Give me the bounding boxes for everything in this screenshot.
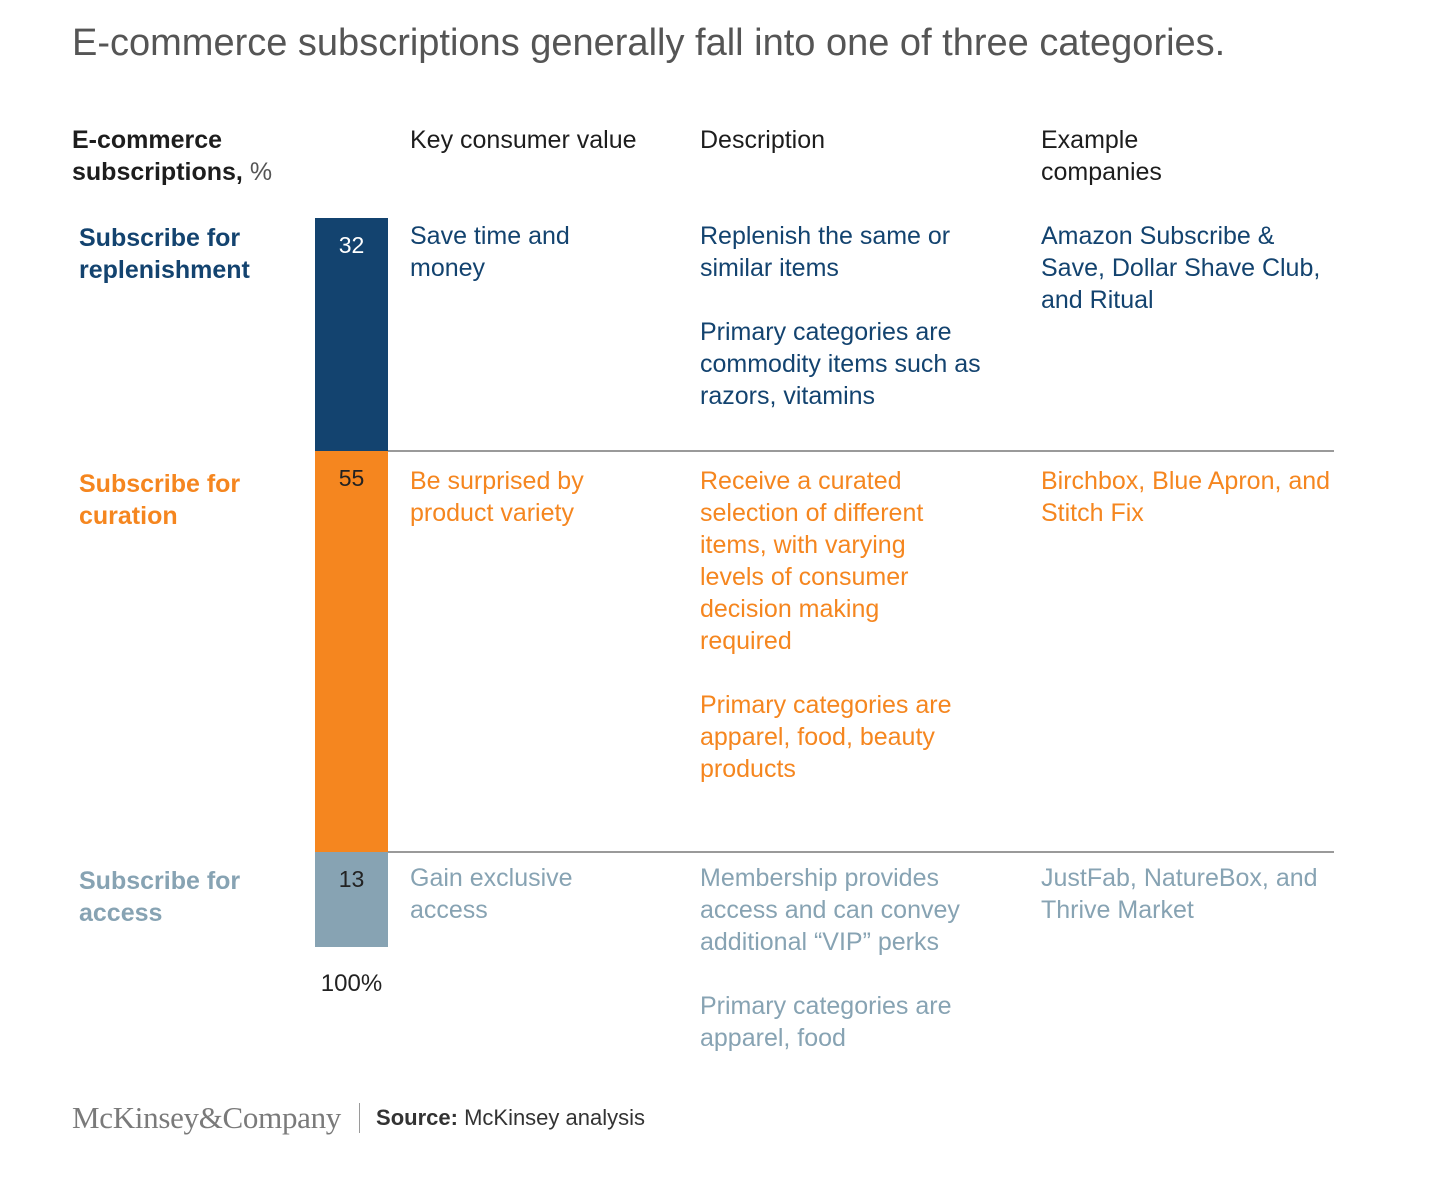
category-replenishment: Subscribe for replenishment: [79, 224, 250, 284]
category-access: Subscribe for access: [79, 867, 241, 927]
key-value-curation: Be surprised by product variety: [410, 467, 584, 527]
description-text: Primary categories are commodity items s…: [700, 318, 981, 410]
key-value-replenishment: Save time and money: [410, 222, 570, 282]
footer: McKinsey&Company Source: McKinsey analys…: [72, 1100, 645, 1136]
description-text: Primary categories are apparel, food: [700, 992, 952, 1052]
header-subscriptions: E-commerce subscriptions, %: [72, 124, 312, 188]
description-text: Membership provides access and can conve…: [700, 864, 960, 956]
description-text: Receive a curated selection of different…: [700, 467, 924, 655]
bar-segment-curation: [315, 451, 388, 853]
examples-access: JustFab, NatureBox, and Thrive Market: [1041, 864, 1318, 924]
bar-value-curation: 55: [338, 465, 365, 492]
header-examples: Example companies: [1041, 126, 1162, 186]
source-note: Source: McKinsey analysis: [376, 1105, 645, 1131]
row-divider: [388, 851, 1334, 854]
key-value-access: Gain exclusive access: [410, 864, 573, 924]
category-curation: Subscribe for curation: [79, 470, 241, 530]
description-access: Membership provides access and can conve…: [700, 862, 1000, 1054]
mckinsey-logo: McKinsey&Company: [72, 1100, 342, 1135]
description-text: Primary categories are apparel, food, be…: [700, 691, 952, 783]
header-description: Description: [700, 126, 826, 154]
chart-title: E-commerce subscriptions generally fall …: [72, 22, 1226, 64]
source-text: McKinsey analysis: [464, 1105, 646, 1130]
bar-segment-replenishment: [315, 218, 388, 452]
row-divider: [388, 450, 1334, 453]
header-key-value: Key consumer value: [410, 126, 637, 154]
header-unit: %: [249, 158, 273, 186]
bar-segment-access: [315, 852, 388, 947]
header-subscriptions-label: E-commerce subscriptions,: [72, 126, 243, 186]
description-replenishment: Replenish the same or similar items Prim…: [700, 220, 1000, 412]
bar-value-replenishment: 32: [338, 232, 365, 258]
examples-replenishment: Amazon Subscribe & Save, Dollar Shave Cl…: [1041, 222, 1321, 314]
source-label: Source:: [376, 1105, 458, 1130]
description-curation: Receive a curated selection of different…: [700, 465, 975, 785]
description-text: Replenish the same or similar items: [700, 222, 951, 282]
bar-total-label: 100%: [320, 970, 383, 997]
bar-value-access: 13: [338, 866, 365, 893]
examples-curation: Birchbox, Blue Apron, and Stitch Fix: [1041, 467, 1331, 527]
footer-separator: [359, 1103, 361, 1133]
